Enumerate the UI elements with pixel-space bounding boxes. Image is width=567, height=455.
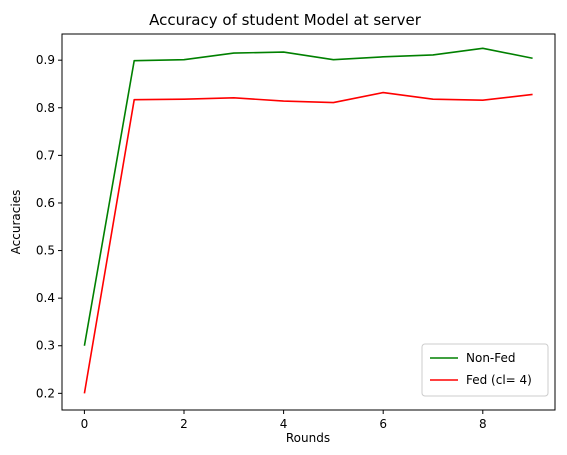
y-tick-label: 0.5	[36, 244, 55, 258]
y-tick-label: 0.6	[36, 196, 55, 210]
series-line-0	[83, 47, 533, 346]
x-tick-label: 6	[379, 417, 387, 431]
x-tick-label: 0	[81, 417, 89, 431]
legend: Non-Fed Fed (cl= 4)	[421, 343, 549, 397]
y-tick-label: 0.4	[36, 291, 55, 305]
plot-frame	[61, 33, 556, 411]
x-tick-label: 8	[479, 417, 487, 431]
legend-label: Fed (cl= 4)	[466, 373, 532, 387]
y-axis-label: Accuracies	[9, 190, 23, 255]
series-line-1	[83, 91, 533, 394]
plot-lines	[83, 47, 533, 394]
legend-label: Non-Fed	[466, 351, 516, 365]
x-tick-label: 2	[180, 417, 188, 431]
axis-ticks: 0 2 4 6 8 0.2 0.3 0.4 0.5 0.6 0.7 0.8 0.9	[36, 53, 487, 431]
y-tick-label: 0.8	[36, 101, 55, 115]
y-tick-label: 0.7	[36, 148, 55, 162]
x-axis-label: Rounds	[286, 431, 330, 445]
legend-box	[421, 343, 549, 397]
y-tick-label: 0.9	[36, 53, 55, 67]
chart-title: Accuracy of student Model at server	[149, 11, 422, 29]
y-tick-label: 0.2	[36, 386, 55, 400]
x-tick-label: 4	[280, 417, 288, 431]
y-tick-label: 0.3	[36, 339, 55, 353]
